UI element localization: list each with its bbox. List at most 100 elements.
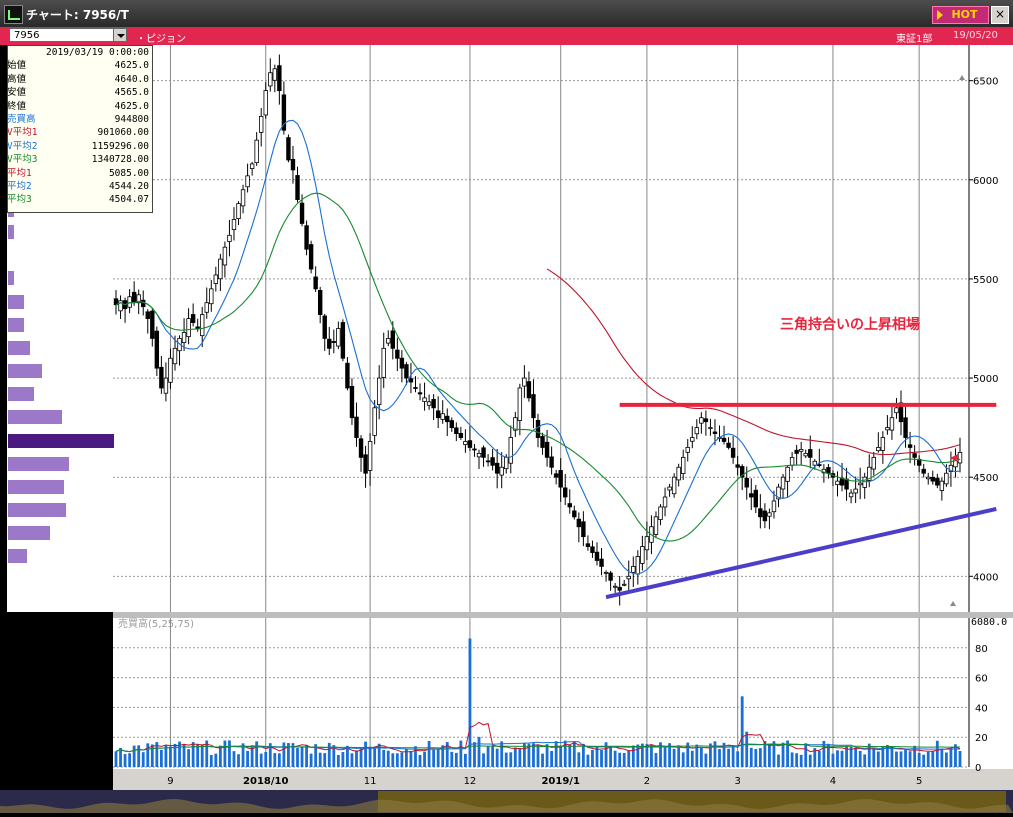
volume-bar xyxy=(250,745,254,767)
volume-bar xyxy=(332,745,336,767)
hot-button[interactable]: HOT xyxy=(932,6,989,24)
volume-profile-bar xyxy=(8,295,24,309)
candle-body xyxy=(758,508,763,518)
volume-bar xyxy=(622,752,626,767)
candle-body xyxy=(531,394,536,419)
candle-body xyxy=(222,246,228,266)
data-row-label: 平均3 xyxy=(7,194,32,206)
volume-bar xyxy=(876,751,880,767)
volume-bar xyxy=(164,745,168,767)
volume-profile-bar xyxy=(8,364,42,378)
candle-body xyxy=(835,480,840,486)
candle-body xyxy=(921,468,926,474)
candle-body xyxy=(358,438,364,458)
candle-body xyxy=(404,364,409,379)
volume-tick-label: 20 xyxy=(975,733,988,744)
volume-bar xyxy=(132,745,136,767)
volume-bar xyxy=(255,741,259,767)
volume-bar xyxy=(545,744,549,767)
symbol-dropdown-button[interactable] xyxy=(113,28,127,42)
candle-body xyxy=(744,477,749,488)
close-button[interactable]: × xyxy=(991,6,1009,24)
volume-bar xyxy=(931,751,935,767)
volume-bar xyxy=(631,745,635,767)
date-label: 19/05/20 xyxy=(953,30,998,41)
volume-tick-label: 80 xyxy=(975,644,988,655)
candle-body xyxy=(118,300,123,312)
candle-body xyxy=(494,462,500,474)
volume-bar xyxy=(740,696,744,767)
candle-body xyxy=(671,476,677,495)
volume-profile-bar xyxy=(8,503,66,517)
candle-body xyxy=(504,456,509,470)
candle-body xyxy=(249,163,255,170)
volume-panel-title: 売買高(5,25,75) xyxy=(118,617,194,630)
symbol-input[interactable]: 7956 xyxy=(9,28,127,42)
candle-body xyxy=(213,274,219,284)
volume-bar xyxy=(568,744,572,767)
candle-body xyxy=(653,516,659,535)
candle-body xyxy=(499,466,504,476)
volume-tick-label: 60 xyxy=(975,674,988,685)
volume-bar xyxy=(123,754,127,767)
volume-bar xyxy=(754,748,758,767)
volume-bar xyxy=(595,746,599,767)
candle-body xyxy=(535,419,541,438)
volume-bar xyxy=(572,741,576,767)
chart-annotation: 三角持合いの上昇相場 xyxy=(780,316,920,333)
volume-bar xyxy=(128,753,132,767)
data-row-value: 1340728.00 xyxy=(91,154,149,166)
candle-body xyxy=(726,442,731,448)
moving-average-line xyxy=(546,268,961,456)
volume-bar xyxy=(373,747,377,767)
volume-bar xyxy=(831,753,835,767)
volume-bar xyxy=(287,743,290,767)
time-navigator[interactable] xyxy=(0,790,1013,813)
candle-body xyxy=(563,487,568,498)
volume-bar xyxy=(427,741,431,767)
volume-bar xyxy=(840,750,844,767)
candle-body xyxy=(944,472,949,485)
volume-bar xyxy=(237,754,240,767)
time-tick-label: 2 xyxy=(644,776,650,787)
candle-body xyxy=(136,294,141,304)
volume-bar xyxy=(695,744,699,767)
volume-profile-bar xyxy=(8,410,62,424)
volume-bar xyxy=(550,750,554,767)
volume-bar xyxy=(895,751,898,767)
volume-bar xyxy=(817,750,821,767)
candle-body xyxy=(907,444,913,448)
market-label: 東証1部 xyxy=(896,34,933,45)
candle-body xyxy=(227,234,232,242)
candle-body xyxy=(209,288,214,305)
volume-bar xyxy=(341,752,345,767)
volume-bar xyxy=(949,747,953,767)
candle-body xyxy=(517,387,523,421)
candle-body xyxy=(762,510,768,522)
data-row: 始値 4625.0 xyxy=(7,59,152,72)
candle-body xyxy=(435,410,441,419)
volume-bar xyxy=(509,752,513,767)
candle-body xyxy=(676,466,681,481)
volume-bar xyxy=(640,743,644,767)
candle-body xyxy=(662,496,668,508)
candle-body xyxy=(889,417,895,431)
volume-bar xyxy=(277,753,281,767)
volume-bar xyxy=(745,731,749,767)
data-row-value: 901060.00 xyxy=(97,127,149,139)
candle-body xyxy=(426,401,432,406)
volume-bar xyxy=(264,751,268,767)
data-row-value: 4504.07 xyxy=(108,194,149,206)
candle-body xyxy=(445,415,450,423)
volume-bar xyxy=(758,748,762,767)
volume-bar xyxy=(218,745,222,767)
candle-body xyxy=(145,311,150,319)
candle-body xyxy=(626,575,631,580)
volume-bar xyxy=(196,744,200,767)
chart-icon xyxy=(4,5,23,24)
candle-body xyxy=(581,521,586,538)
volume-bar xyxy=(795,753,799,767)
data-row-value: 4640.0 xyxy=(114,73,149,85)
candle-body xyxy=(948,464,954,472)
